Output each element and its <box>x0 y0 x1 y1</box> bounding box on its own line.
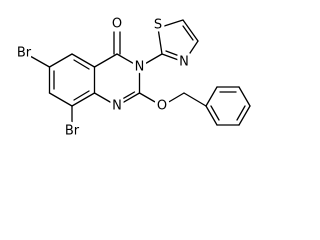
atom-label: Br <box>65 124 80 139</box>
bond <box>205 86 218 107</box>
bond <box>48 53 73 68</box>
molecule-diagram: O N N S N O Br Br <box>14 14 251 142</box>
bond <box>116 53 141 68</box>
bond <box>138 92 163 107</box>
bond <box>93 92 118 107</box>
atom-label: S <box>154 18 162 33</box>
double-bond <box>210 105 220 121</box>
bond <box>157 27 163 55</box>
bond <box>161 92 185 107</box>
atom-label: N <box>135 60 145 75</box>
bond <box>238 86 251 107</box>
atom-label: O <box>157 99 167 114</box>
bond <box>161 53 185 63</box>
double-bond <box>118 91 136 102</box>
bond <box>183 92 207 107</box>
bond <box>71 92 96 107</box>
atom-label: Br <box>17 46 32 61</box>
bond <box>157 19 184 29</box>
bond <box>183 40 199 63</box>
bond <box>205 105 218 126</box>
double-bond <box>73 59 90 70</box>
double-bond <box>73 90 90 101</box>
atom-label: N <box>112 99 122 114</box>
bond <box>182 19 199 42</box>
bond <box>138 53 163 68</box>
bond <box>238 105 251 126</box>
atom-label: O <box>112 17 122 32</box>
atom-label: N <box>179 55 189 70</box>
bond <box>29 55 51 68</box>
double-bond <box>165 50 183 58</box>
bond <box>71 53 96 68</box>
double-bond <box>182 25 194 41</box>
bond <box>93 53 118 68</box>
bonds <box>29 19 251 126</box>
atom-labels: O N N S N O Br Br <box>14 14 192 142</box>
bond <box>116 92 141 107</box>
double-bond <box>236 105 246 121</box>
bond <box>48 92 73 107</box>
